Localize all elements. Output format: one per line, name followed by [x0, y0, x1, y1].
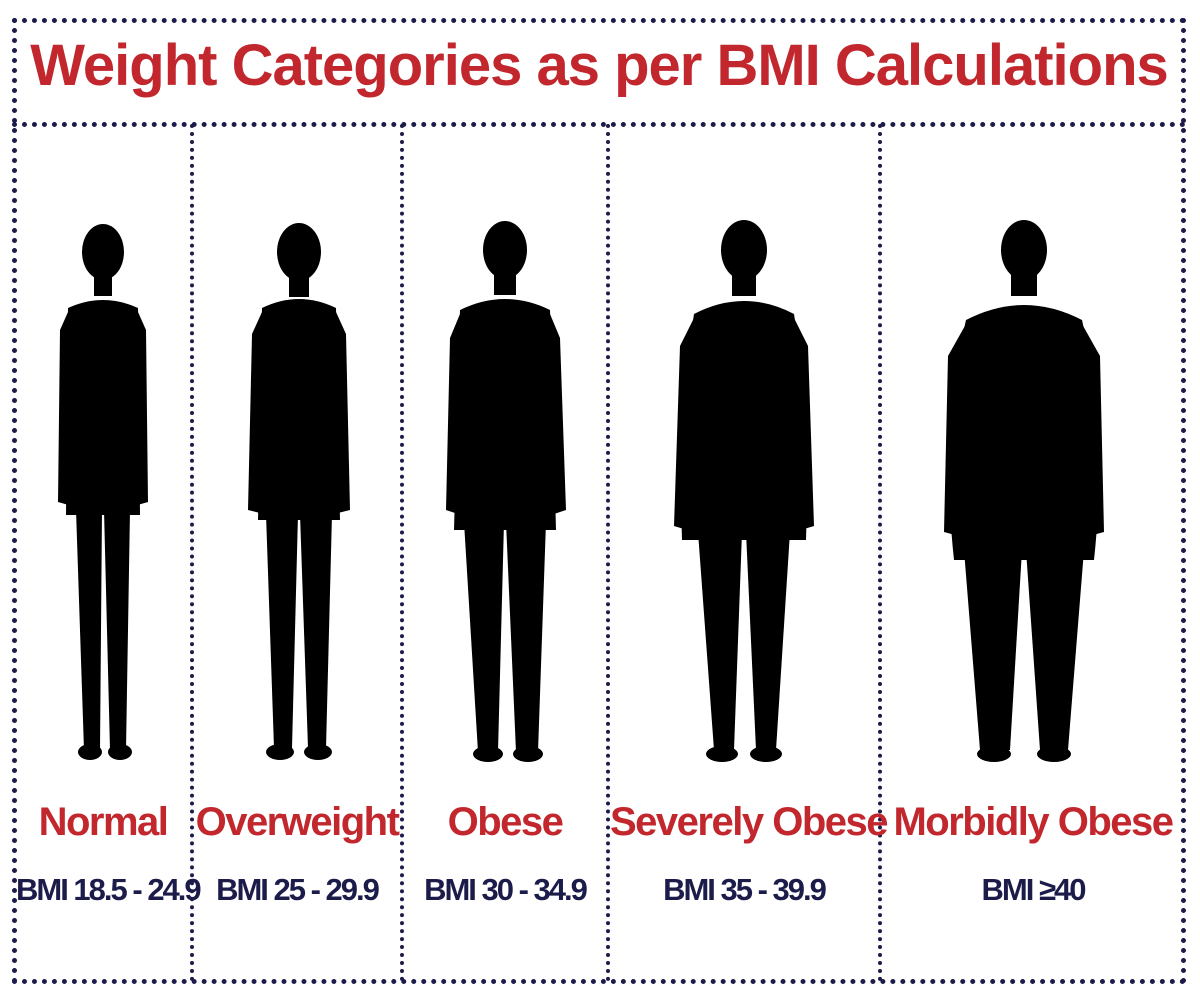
title-divider — [12, 122, 1186, 127]
category-label: Overweight — [195, 800, 400, 844]
bmi-range: BMI 35 - 39.9 — [663, 872, 827, 907]
category-severely-obese: Severely Obese BMI 35 - 39.9 — [610, 130, 889, 980]
slim-person-silhouette-icon — [58, 224, 148, 760]
category-morbidly-obese: Morbidly Obese BMI ≥40 — [882, 130, 1184, 980]
bmi-range: BMI 30 - 34.9 — [424, 872, 588, 907]
bmi-range: BMI 18.5 - 24.9 — [16, 872, 202, 907]
outer-dotted-frame — [12, 18, 1186, 984]
column-divider — [400, 124, 404, 982]
category-obese: Obese BMI 30 - 34.9 — [404, 130, 606, 980]
column-divider — [878, 124, 882, 982]
category-normal: Normal BMI 18.5 - 24.9 — [16, 130, 202, 980]
column-divider — [190, 124, 194, 982]
severely-obese-person-silhouette-icon — [674, 220, 814, 762]
category-overweight: Overweight BMI 25 - 29.9 — [194, 130, 400, 980]
column-divider — [606, 124, 610, 982]
bmi-range: BMI 25 - 29.9 — [216, 872, 380, 907]
category-label: Normal — [38, 800, 169, 844]
morbidly-obese-person-silhouette-icon — [944, 220, 1104, 762]
category-label: Severely Obese — [610, 800, 889, 844]
category-label: Obese — [447, 800, 564, 844]
overweight-person-silhouette-icon — [248, 223, 350, 760]
bmi-range: BMI ≥40 — [981, 872, 1087, 907]
category-label: Morbidly Obese — [893, 800, 1174, 844]
page-title: Weight Categories as per BMI Calculation… — [30, 33, 1169, 98]
obese-person-silhouette-icon — [446, 221, 566, 762]
